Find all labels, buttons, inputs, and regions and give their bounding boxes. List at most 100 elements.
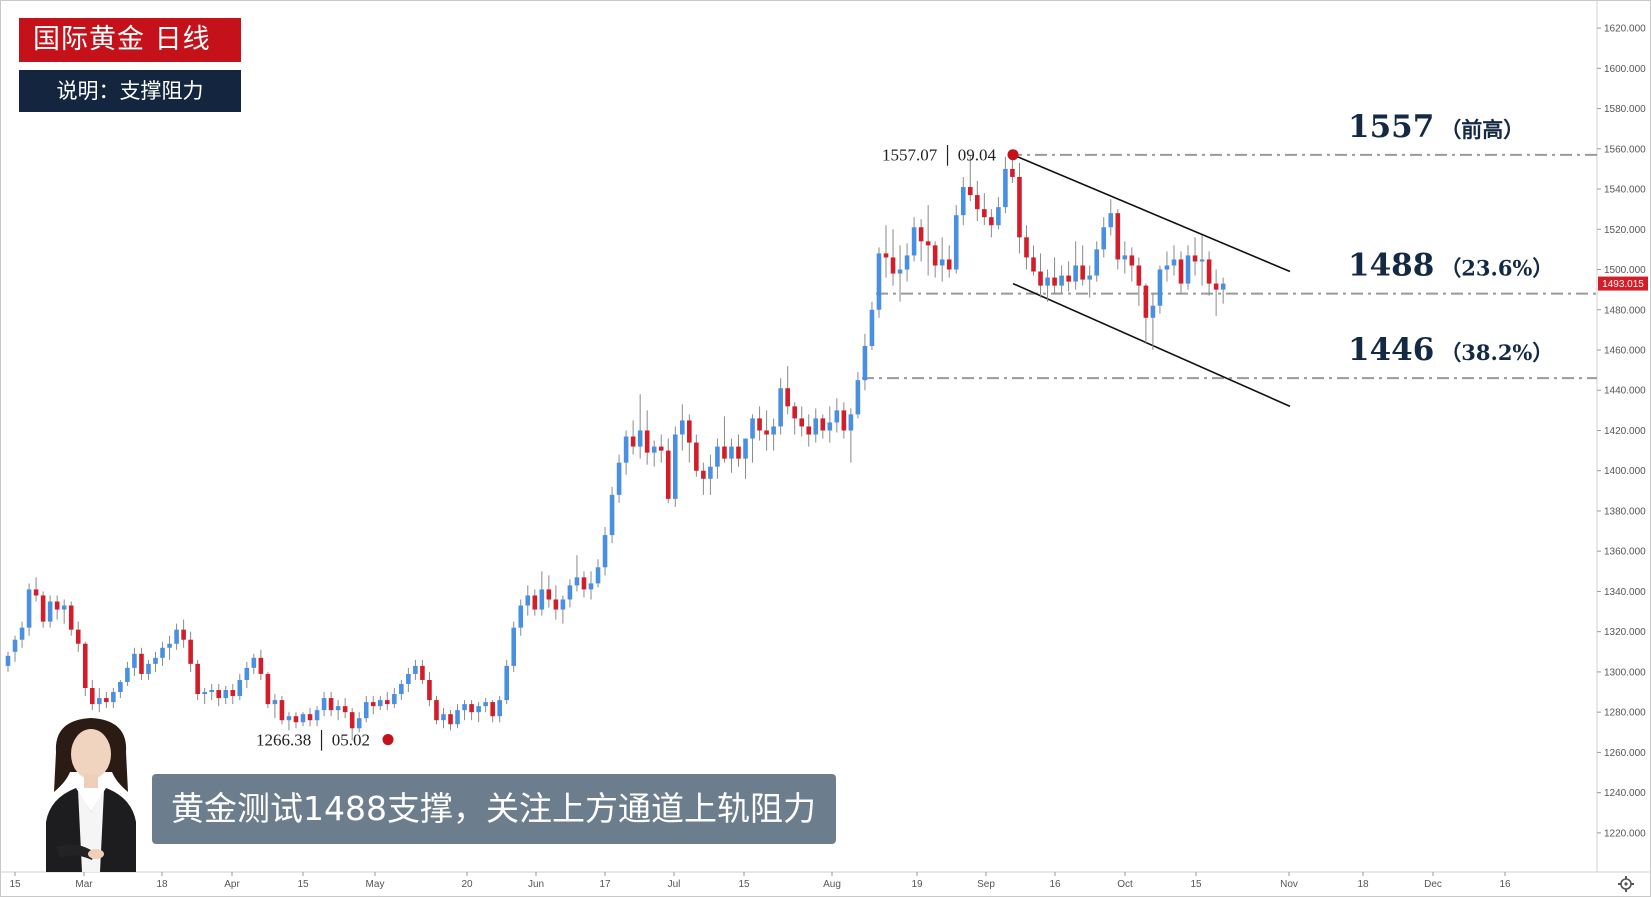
candle-body xyxy=(644,430,650,453)
candle-body xyxy=(279,700,285,721)
candle xyxy=(406,667,411,693)
candle xyxy=(1115,209,1121,270)
candle xyxy=(392,688,397,709)
candle-body xyxy=(497,700,502,717)
candle-body xyxy=(1045,277,1050,286)
candle-body xyxy=(265,673,271,705)
candle xyxy=(694,434,699,477)
candle xyxy=(160,641,165,666)
price-axis: 1220.000 1240.000 1260.000 1280.000 1300.000… xyxy=(1597,24,1646,839)
candle xyxy=(939,237,945,282)
candle-body xyxy=(694,442,699,471)
candle-body xyxy=(251,657,257,668)
candle xyxy=(841,402,847,439)
candle-body xyxy=(5,655,11,666)
candle xyxy=(448,710,453,731)
candle-body xyxy=(195,663,200,695)
channel-line xyxy=(1012,154,1291,273)
candle-body xyxy=(630,436,636,447)
candle-body xyxy=(687,420,692,443)
candle-body xyxy=(1150,305,1156,318)
candle-body xyxy=(989,217,994,226)
candle-body xyxy=(996,207,1001,226)
price-tick-label: 1480.000 xyxy=(1604,305,1646,316)
chart-subtitle: 说明：支撑阻力 xyxy=(19,70,241,112)
candle xyxy=(904,243,910,282)
candle xyxy=(97,688,102,713)
candle-body xyxy=(1031,257,1036,272)
candle-body xyxy=(1192,255,1198,262)
candle xyxy=(996,197,1001,230)
candle-body xyxy=(785,388,790,407)
candle xyxy=(349,708,355,741)
candle-body xyxy=(764,430,769,435)
candle-body xyxy=(483,702,488,707)
candle-body xyxy=(1157,269,1163,306)
candle-body xyxy=(1213,283,1219,290)
candle xyxy=(609,486,615,544)
candle-body xyxy=(778,388,783,427)
candle xyxy=(876,247,882,318)
candle xyxy=(1038,253,1043,298)
candle-body xyxy=(61,605,67,610)
extreme-marker xyxy=(382,734,394,746)
candle-body xyxy=(12,639,18,652)
settings-icon[interactable] xyxy=(1618,876,1634,892)
extreme-marker xyxy=(1007,149,1019,161)
candle xyxy=(1003,156,1008,214)
candle xyxy=(1045,269,1050,302)
candle xyxy=(455,704,460,729)
candlestick-series xyxy=(5,154,1226,741)
candle xyxy=(827,406,833,443)
candle xyxy=(434,696,439,725)
candle-body xyxy=(1087,275,1092,280)
candle xyxy=(658,434,664,463)
candle xyxy=(1164,251,1170,282)
price-tick-label: 1220.000 xyxy=(1604,828,1646,839)
candle xyxy=(216,683,222,707)
candle-body xyxy=(932,245,938,266)
candle xyxy=(897,245,903,302)
candle xyxy=(293,712,299,729)
candle xyxy=(616,454,622,503)
candle xyxy=(1178,251,1184,294)
candle-body xyxy=(848,414,854,431)
candle-body xyxy=(750,418,755,439)
candle xyxy=(757,406,762,441)
candle-body xyxy=(918,227,924,242)
candle xyxy=(1206,251,1212,296)
candle xyxy=(778,378,783,435)
candle-body xyxy=(118,681,123,693)
candle-body xyxy=(1171,259,1177,266)
candle xyxy=(258,649,264,680)
time-tick-label: Apr xyxy=(224,879,240,890)
time-tick-label: 15 xyxy=(1190,879,1202,890)
candle-body xyxy=(476,706,481,713)
candle-body xyxy=(188,639,193,664)
level-value: 1557 xyxy=(1348,109,1434,145)
candle xyxy=(525,585,531,616)
candle xyxy=(209,683,214,701)
candle-body xyxy=(349,712,355,729)
price-tick-label: 1320.000 xyxy=(1604,627,1646,638)
candle xyxy=(623,430,629,475)
candle-body xyxy=(399,683,404,695)
candle-body xyxy=(834,410,840,423)
price-tick-label: 1420.000 xyxy=(1604,426,1646,437)
candle-body xyxy=(441,714,446,721)
candle-body xyxy=(342,706,348,713)
candle xyxy=(272,694,278,719)
candle xyxy=(504,659,510,705)
candle-body xyxy=(68,605,74,630)
candle-body xyxy=(1080,265,1085,280)
candle xyxy=(1108,199,1114,236)
candle-body xyxy=(1129,255,1135,266)
candle-body xyxy=(925,241,931,246)
candle xyxy=(328,692,334,717)
candle xyxy=(982,193,987,226)
candle-body xyxy=(26,589,32,628)
candle xyxy=(946,245,952,278)
candle-body xyxy=(328,698,334,711)
candle xyxy=(19,621,25,648)
candle-body xyxy=(1136,265,1142,286)
